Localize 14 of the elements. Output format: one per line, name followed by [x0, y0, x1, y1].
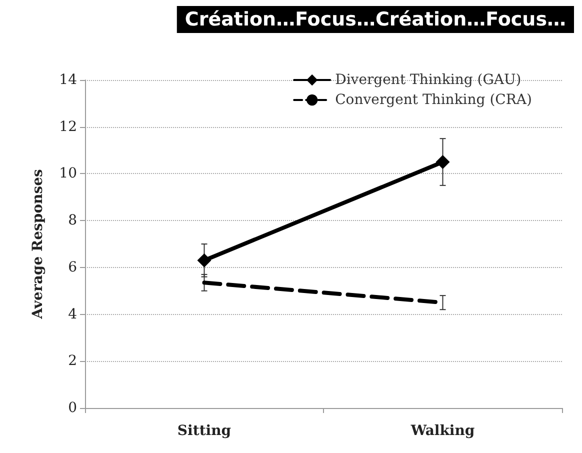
y-tick-label: 6 [68, 259, 78, 276]
y-tick-label: 8 [68, 212, 77, 229]
x-tick-label: Sitting [177, 423, 232, 439]
y-tick-label: 14 [59, 72, 78, 88]
legend-label: Convergent Thinking (CRA) [335, 92, 532, 108]
y-tick-label: 10 [59, 166, 77, 182]
y-tick-label: 2 [68, 353, 77, 370]
legend-label: Divergent Thinking (GAU) [335, 72, 522, 88]
chart-title: Création…Focus…Création…Focus… [184, 8, 566, 30]
y-tick-label: 12 [59, 118, 77, 135]
y-tick-label: 0 [68, 400, 77, 416]
y-axis-title: Average Responses [30, 169, 46, 320]
x-tick-label: Walking [410, 423, 475, 439]
y-tick-label: 4 [68, 306, 78, 322]
